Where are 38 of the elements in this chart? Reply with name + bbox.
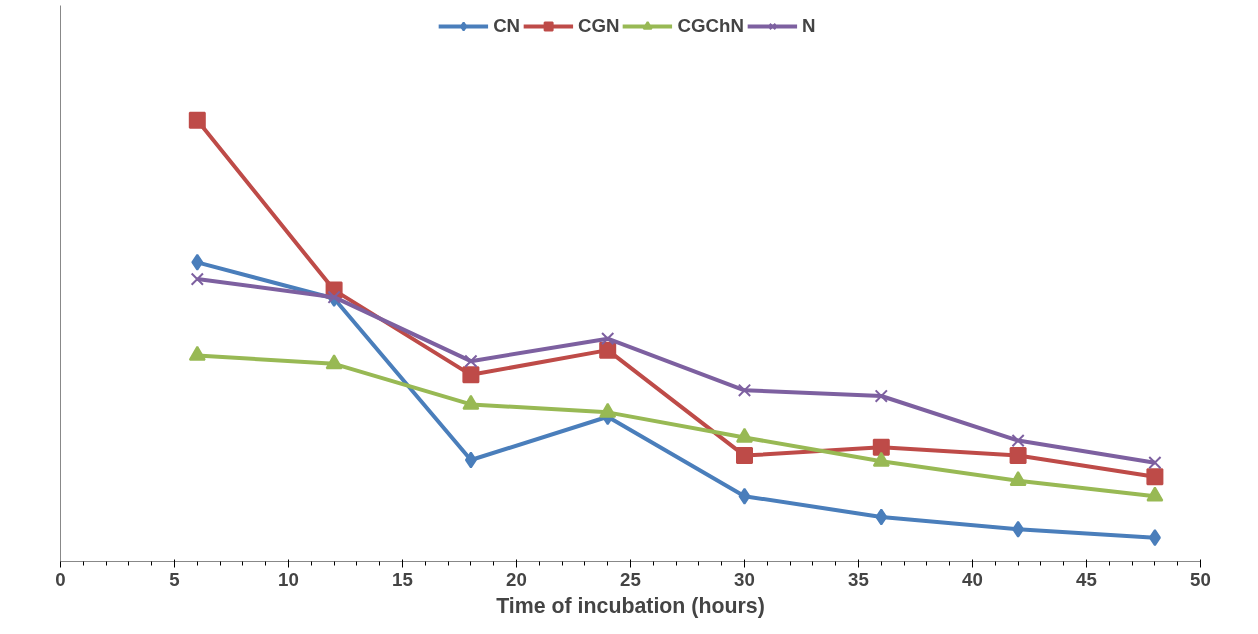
x-tick-label: 40 bbox=[962, 568, 983, 590]
point bbox=[1011, 433, 1025, 448]
point bbox=[736, 447, 753, 465]
point bbox=[188, 111, 206, 129]
x-tick-label: 45 bbox=[1076, 568, 1097, 590]
point bbox=[1148, 529, 1161, 547]
point bbox=[1146, 468, 1164, 486]
point bbox=[191, 253, 204, 271]
x-tick-label: 35 bbox=[848, 568, 869, 590]
point bbox=[1009, 471, 1027, 487]
point bbox=[464, 354, 478, 368]
x-tick-label: 50 bbox=[1190, 568, 1211, 590]
point bbox=[599, 341, 617, 359]
point bbox=[462, 366, 480, 384]
x-tick-label: 20 bbox=[506, 568, 527, 590]
x-tick-label: 10 bbox=[278, 568, 299, 590]
point bbox=[325, 354, 343, 370]
point bbox=[738, 487, 751, 505]
legend-label: CGN bbox=[578, 15, 620, 37]
point bbox=[1009, 447, 1027, 465]
point bbox=[601, 332, 615, 346]
point bbox=[464, 451, 477, 469]
legend-label: CN bbox=[493, 15, 521, 37]
point bbox=[874, 389, 888, 403]
point bbox=[737, 383, 752, 397]
point bbox=[1148, 456, 1162, 470]
x-tick-label: 15 bbox=[392, 568, 413, 590]
x-tick-label: 5 bbox=[169, 568, 180, 590]
x-tick-label: 30 bbox=[734, 568, 755, 590]
legend-label: N bbox=[801, 15, 817, 37]
point bbox=[190, 272, 204, 286]
x-tick-label: 0 bbox=[55, 568, 66, 590]
x-axis-title: Time of incubation (hours) bbox=[496, 593, 765, 618]
point bbox=[1012, 520, 1025, 538]
legend-label: CGChN bbox=[677, 15, 744, 37]
x-tick-label: 25 bbox=[620, 568, 641, 590]
point bbox=[875, 508, 888, 526]
point bbox=[872, 438, 890, 456]
